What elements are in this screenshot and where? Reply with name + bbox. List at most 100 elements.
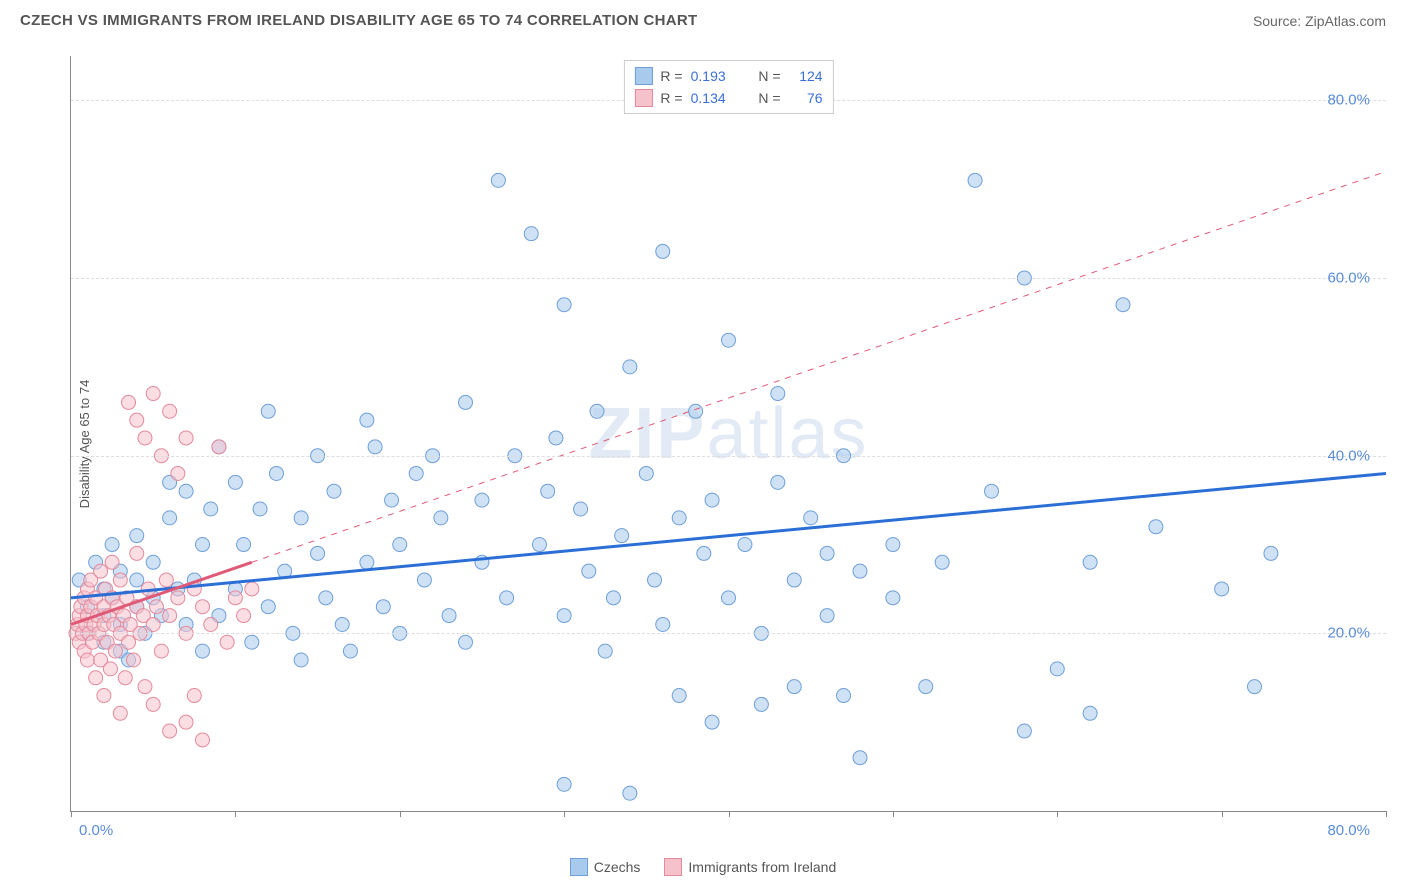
scatter-point-czechs: [163, 511, 177, 525]
legend-swatch-ireland: [664, 858, 682, 876]
x-max-label: 80.0%: [1327, 822, 1370, 839]
scatter-point-czechs: [557, 777, 571, 791]
scatter-point-ireland: [204, 617, 218, 631]
x-tick: [1386, 811, 1387, 817]
scatter-point-czechs: [705, 493, 719, 507]
scatter-point-ireland: [171, 466, 185, 480]
scatter-point-czechs: [327, 484, 341, 498]
scatter-point-czechs: [606, 591, 620, 605]
scatter-point-ireland: [89, 671, 103, 685]
legend-stat-row-ireland: R = 0.134 N = 76: [634, 87, 822, 109]
scatter-point-ireland: [113, 573, 127, 587]
scatter-point-czechs: [204, 502, 218, 516]
scatter-point-czechs: [968, 173, 982, 187]
scatter-point-czechs: [853, 751, 867, 765]
legend-item-ireland: Immigrants from Ireland: [664, 858, 836, 876]
gridline-h: [71, 633, 1386, 634]
scatter-point-czechs: [771, 387, 785, 401]
scatter-point-czechs: [623, 360, 637, 374]
scatter-point-ireland: [187, 689, 201, 703]
scatter-point-czechs: [722, 591, 736, 605]
x-tick: [235, 811, 236, 817]
scatter-point-czechs: [837, 689, 851, 703]
scatter-point-czechs: [105, 538, 119, 552]
scatter-point-czechs: [459, 635, 473, 649]
scatter-point-czechs: [269, 466, 283, 480]
scatter-point-czechs: [393, 538, 407, 552]
scatter-point-czechs: [524, 227, 538, 241]
x-tick: [71, 811, 72, 817]
scatter-point-ireland: [163, 724, 177, 738]
scatter-point-czechs: [130, 529, 144, 543]
scatter-point-ireland: [146, 697, 160, 711]
scatter-point-ireland: [196, 600, 210, 614]
y-tick-label: 20.0%: [1327, 625, 1370, 642]
scatter-point-czechs: [639, 466, 653, 480]
scatter-point-ireland: [179, 715, 193, 729]
legend-label-ireland: Immigrants from Ireland: [688, 859, 836, 875]
scatter-point-ireland: [130, 546, 144, 560]
n-value-czechs: 124: [789, 68, 823, 84]
x-tick: [1222, 811, 1223, 817]
scatter-point-czechs: [179, 484, 193, 498]
scatter-point-czechs: [787, 680, 801, 694]
scatter-point-czechs: [804, 511, 818, 525]
scatter-point-ireland: [163, 404, 177, 418]
scatter-point-czechs: [1017, 724, 1031, 738]
scatter-point-czechs: [1149, 520, 1163, 534]
scatter-point-czechs: [417, 573, 431, 587]
scatter-point-czechs: [820, 546, 834, 560]
scatter-point-czechs: [532, 538, 546, 552]
x-origin-label: 0.0%: [79, 822, 113, 839]
n-value-ireland: 76: [789, 90, 823, 106]
scatter-point-ireland: [212, 440, 226, 454]
scatter-point-ireland: [122, 395, 136, 409]
source-link[interactable]: ZipAtlas.com: [1305, 13, 1386, 29]
scatter-point-czechs: [146, 555, 160, 569]
trend-line-dashed-ireland: [252, 171, 1386, 562]
scatter-point-czechs: [919, 680, 933, 694]
scatter-point-czechs: [886, 591, 900, 605]
legend-label-czechs: Czechs: [594, 859, 641, 875]
scatter-point-czechs: [886, 538, 900, 552]
x-tick: [729, 811, 730, 817]
gridline-h: [71, 278, 1386, 279]
scatter-point-czechs: [1215, 582, 1229, 596]
r-value-ireland: 0.134: [691, 90, 735, 106]
scatter-point-czechs: [385, 493, 399, 507]
scatter-point-czechs: [574, 502, 588, 516]
scatter-point-czechs: [1264, 546, 1278, 560]
scatter-point-czechs: [820, 609, 834, 623]
scatter-point-czechs: [376, 600, 390, 614]
scatter-point-ireland: [97, 689, 111, 703]
scatter-point-czechs: [672, 689, 686, 703]
scatter-point-czechs: [648, 573, 662, 587]
scatter-point-czechs: [754, 697, 768, 711]
scatter-point-ireland: [245, 582, 259, 596]
scatter-point-czechs: [196, 644, 210, 658]
scatter-point-czechs: [442, 609, 456, 623]
scatter-point-ireland: [113, 706, 127, 720]
scatter-point-czechs: [245, 635, 259, 649]
scatter-point-czechs: [409, 466, 423, 480]
scatter-point-czechs: [787, 573, 801, 587]
scatter-point-czechs: [343, 644, 357, 658]
scatter-point-ireland: [138, 680, 152, 694]
gridline-h: [71, 456, 1386, 457]
chart-area: Disability Age 65 to 74 R = 0.193 N = 12…: [50, 56, 1386, 832]
scatter-point-czechs: [1116, 298, 1130, 312]
scatter-point-czechs: [360, 555, 374, 569]
scatter-point-czechs: [228, 475, 242, 489]
trend-line-czechs: [71, 473, 1386, 597]
scatter-point-ireland: [80, 653, 94, 667]
scatter-point-czechs: [237, 538, 251, 552]
y-tick-label: 60.0%: [1327, 270, 1370, 287]
scatter-point-czechs: [935, 555, 949, 569]
scatter-point-ireland: [103, 662, 117, 676]
scatter-point-ireland: [138, 431, 152, 445]
scatter-point-czechs: [541, 484, 555, 498]
scatter-point-czechs: [771, 475, 785, 489]
legend-swatch-czechs: [570, 858, 588, 876]
scatter-point-czechs: [598, 644, 612, 658]
scatter-point-czechs: [500, 591, 514, 605]
